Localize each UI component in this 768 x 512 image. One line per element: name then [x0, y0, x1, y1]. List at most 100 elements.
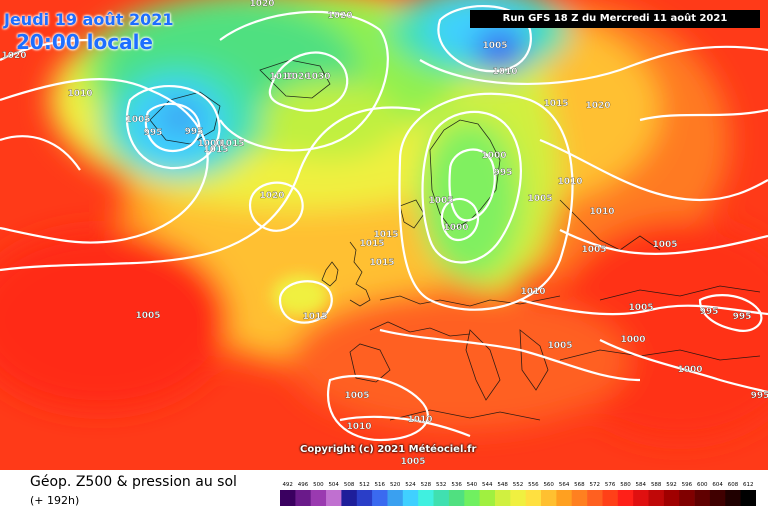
legend-tick-label: 536	[451, 482, 462, 488]
forecast-date: Jeudi 19 août 2021	[4, 10, 174, 29]
pressure-label: 1015	[543, 99, 568, 109]
legend-swatch	[602, 490, 619, 506]
legend-swatch	[280, 490, 296, 506]
pressure-label: 1015	[203, 145, 228, 155]
legend-swatch	[295, 490, 312, 506]
pressure-label: 1005	[628, 303, 653, 313]
legend-swatch	[679, 490, 695, 506]
legend-swatch	[356, 490, 373, 506]
legend-swatch	[341, 490, 358, 506]
run-info-banner: Run GFS 18 Z du Mercredi 11 août 2021	[470, 10, 760, 28]
legend-tick-label: 512	[359, 482, 370, 488]
legend-swatch	[617, 490, 634, 506]
legend-swatch	[448, 490, 465, 506]
legend-swatch	[648, 490, 665, 506]
legend-tick-label: 508	[344, 482, 355, 488]
legend-tick-label: 532	[436, 482, 447, 488]
pressure-label: 1010	[520, 287, 545, 297]
legend-tick-label: 544	[482, 482, 493, 488]
legend-swatch	[525, 490, 542, 506]
pressure-label: 1000	[481, 151, 506, 161]
legend-swatch	[587, 490, 603, 506]
legend-swatch	[418, 490, 434, 506]
legend-tick-label: 612	[743, 482, 754, 488]
legend-swatch	[402, 490, 419, 506]
legend-tick-label: 608	[728, 482, 739, 488]
legend-swatch	[633, 490, 649, 506]
legend-tick-label: 596	[682, 482, 693, 488]
pressure-label: 1020	[249, 0, 274, 9]
legend-swatch	[310, 490, 327, 506]
pressure-label: 1000	[197, 139, 222, 149]
legend-tick-label: 600	[697, 482, 708, 488]
legend-tick-label: 592	[666, 482, 677, 488]
legend-tick-label: 604	[712, 482, 723, 488]
product-title: Géop. Z500 & pression au sol	[30, 474, 237, 490]
legend-tick-label: 580	[620, 482, 631, 488]
pressure-label: 1015	[359, 239, 384, 249]
legend-swatch	[556, 490, 573, 506]
legend-tick-label: 516	[375, 482, 386, 488]
legend-swatch	[571, 490, 588, 506]
pressure-label: 1010	[589, 207, 614, 217]
pressure-label: 1015	[369, 258, 394, 268]
pressure-label: 1005	[125, 115, 150, 125]
legend-swatch	[433, 490, 450, 506]
pressure-label: 1020	[327, 11, 352, 21]
pressure-label: 1015	[373, 230, 398, 240]
legend-swatch	[372, 490, 388, 506]
pressure-label: 1010	[557, 177, 582, 187]
legend-tick-label: 520	[390, 482, 401, 488]
pressure-label: 1010	[67, 89, 92, 99]
legend-tick-label: 560	[543, 482, 554, 488]
legend-tick-label: 528	[421, 482, 432, 488]
legend-tick-label: 588	[651, 482, 662, 488]
legend-tick-label: 584	[636, 482, 647, 488]
lead-time: (+ 192h)	[30, 494, 80, 507]
pressure-label: 1010	[269, 72, 294, 82]
pressure-label: 995	[733, 312, 752, 322]
legend-swatch	[740, 490, 756, 506]
pressure-label: 1005	[547, 341, 572, 351]
pressure-label: 1000	[677, 365, 702, 375]
legend-swatch	[709, 490, 726, 506]
legend-tick-labels: 492 496 500 504 508 512 516 520 524 528 532 536 540 5…	[282, 482, 753, 488]
pressure-label: 1020	[259, 191, 284, 201]
pressure-label: 1005	[482, 41, 507, 51]
pressure-label: 995	[494, 168, 513, 178]
legend-swatch	[464, 490, 480, 506]
legend-tick-label: 556	[528, 482, 539, 488]
pressure-label: 1015	[219, 139, 244, 149]
pressure-label: 1005	[344, 391, 369, 401]
pressure-label: 1020	[1, 51, 26, 61]
pressure-label: 995	[700, 307, 719, 317]
isobars	[0, 4, 768, 442]
legend-tick-label: 548	[497, 482, 508, 488]
color-scale-legend: 492 496 500 504 508 512 516 520 524 528 532 536 540 5…	[280, 482, 756, 506]
legend-tick-label: 572	[590, 482, 601, 488]
legend-tick-label: 524	[405, 482, 416, 488]
pressure-label: 1005	[652, 240, 677, 250]
legend-tick-label: 504	[328, 482, 339, 488]
legend-swatch	[663, 490, 680, 506]
copyright-text: Copyright (c) 2021 Météociel.fr	[300, 444, 477, 455]
legend-swatches	[280, 490, 756, 506]
pressure-label: 1000	[620, 335, 645, 345]
legend-tick-label: 496	[298, 482, 309, 488]
legend-swatch	[725, 490, 741, 506]
pressure-label: 1010	[492, 67, 517, 77]
legend-swatch	[694, 490, 711, 506]
legend-swatch	[510, 490, 526, 506]
legend-swatch	[495, 490, 511, 506]
legend-tick-label: 576	[605, 482, 616, 488]
pressure-label: 1030	[305, 72, 330, 82]
legend-swatch	[387, 490, 404, 506]
pressure-label: 1000	[443, 223, 468, 233]
pressure-label: 995	[185, 127, 204, 137]
pressure-label: 1005	[428, 196, 453, 206]
legend-tick-label: 540	[467, 482, 478, 488]
pressure-label: 1020	[585, 101, 610, 111]
pressure-label: 1010	[407, 415, 432, 425]
